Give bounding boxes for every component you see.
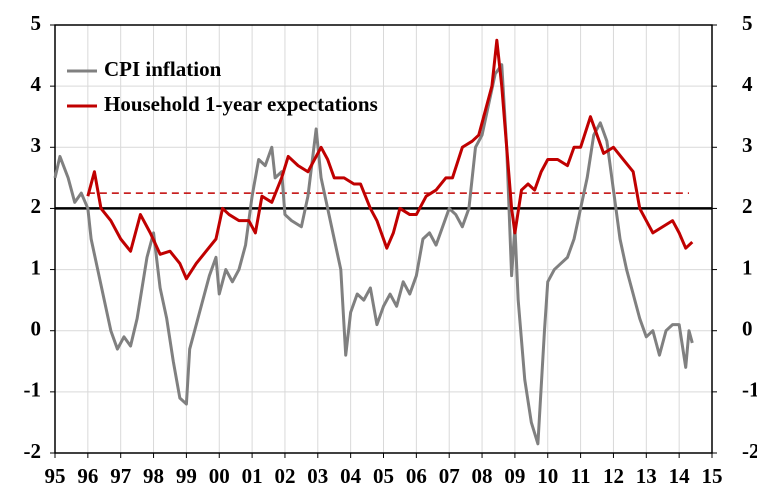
x-tick-label: 00 (209, 464, 230, 488)
x-tick-label: 12 (603, 464, 624, 488)
y2-tick-label: 3 (742, 133, 753, 157)
x-tick-label: 04 (340, 464, 362, 488)
series-line (86, 38, 694, 281)
x-tick-label: 97 (110, 464, 131, 488)
x-tick-label: 01 (242, 464, 263, 488)
x-tick-label: 15 (702, 464, 723, 488)
y-tick-label: 1 (31, 255, 42, 279)
x-tick-label: 08 (472, 464, 493, 488)
x-tick-label: 03 (307, 464, 328, 488)
x-tick-label: 98 (143, 464, 164, 488)
plot-frame (54, 24, 713, 454)
y2-tick-label: 1 (742, 255, 753, 279)
x-tick-label: 06 (406, 464, 427, 488)
y-tick-label: -2 (24, 439, 42, 463)
x-tick-label: 11 (571, 464, 591, 488)
x-tick-label: 09 (504, 464, 525, 488)
x-tick-label: 05 (373, 464, 394, 488)
x-tick-label: 07 (439, 464, 460, 488)
y-tick-label: -1 (24, 378, 42, 402)
y2-tick-label: -2 (742, 439, 757, 463)
x-tick-label: 96 (77, 464, 98, 488)
y2-tick-label: 0 (742, 317, 753, 341)
y-tick-label: 0 (31, 317, 42, 341)
y2-tick-label: 2 (742, 194, 753, 218)
y-tick-label: 5 (31, 11, 42, 35)
x-tick-label: 02 (274, 464, 295, 488)
y2-tick-label: 5 (742, 11, 753, 35)
x-tick-label: 13 (636, 464, 657, 488)
legend-label: Household 1-year expectations (104, 92, 378, 116)
y-tick-label: 4 (31, 72, 42, 96)
legend-label: CPI inflation (104, 57, 222, 81)
x-tick-label: 14 (669, 464, 691, 488)
y-tick-label: 3 (31, 133, 42, 157)
y2-tick-label: -1 (742, 378, 757, 402)
x-tick-label: 99 (176, 464, 197, 488)
series-line (53, 63, 694, 446)
x-tick-label: 10 (537, 464, 558, 488)
x-tick-label: 95 (45, 464, 66, 488)
y2-tick-label: 4 (742, 72, 753, 96)
y-tick-label: 2 (31, 194, 42, 218)
